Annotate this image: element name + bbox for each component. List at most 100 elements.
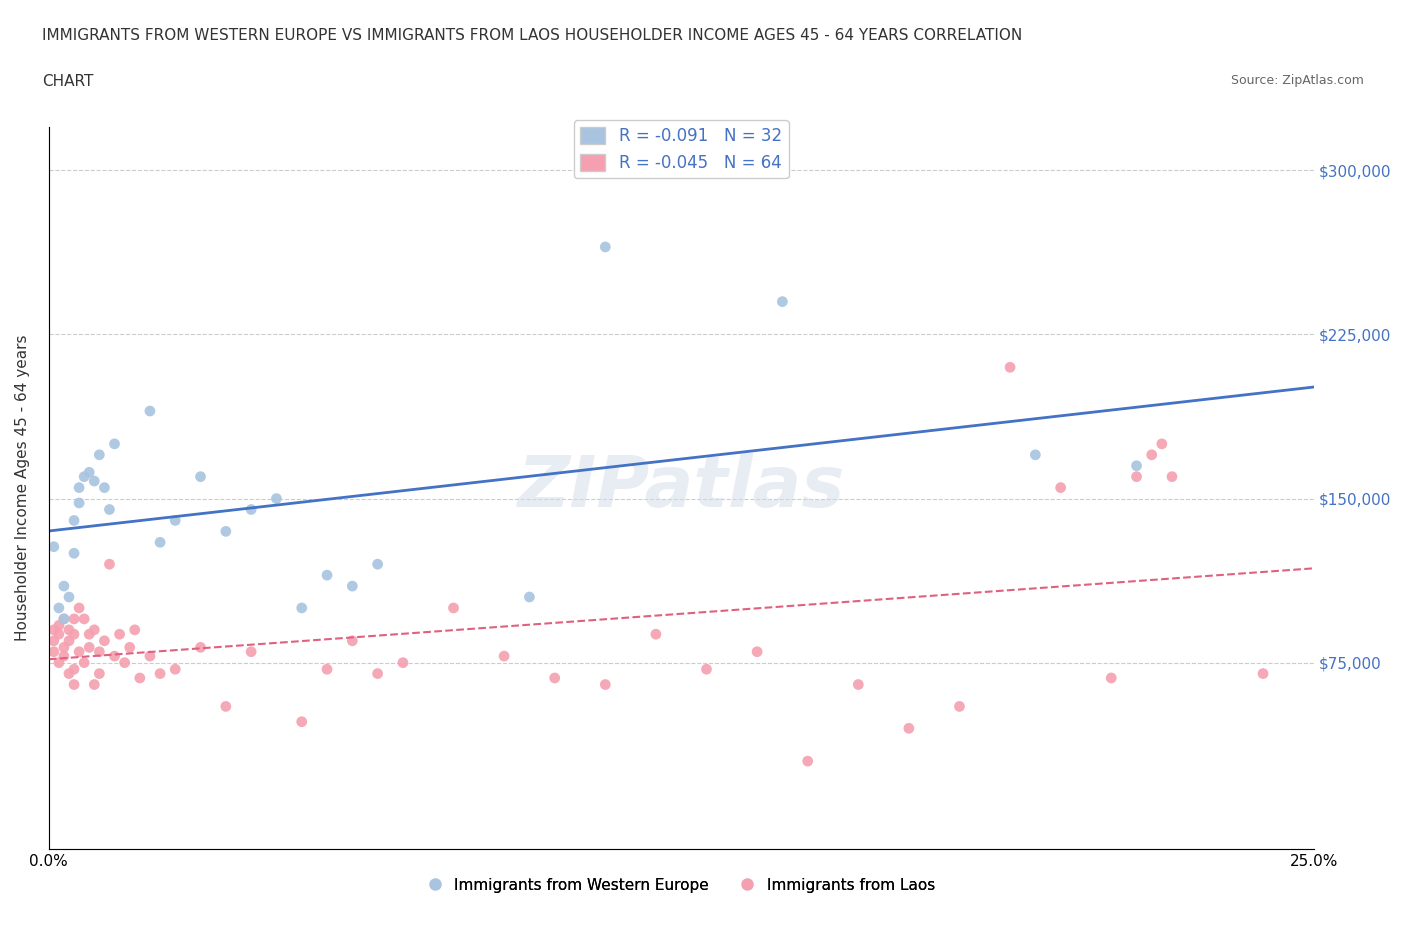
- Point: [644, 627, 666, 642]
- Point: [948, 699, 970, 714]
- Point: [73, 656, 96, 671]
- Point: [215, 699, 238, 714]
- Point: [67, 601, 90, 616]
- Point: [215, 524, 238, 538]
- Point: [316, 662, 339, 677]
- Point: [266, 491, 288, 506]
- Point: [1024, 447, 1046, 462]
- Point: [240, 502, 263, 517]
- Point: [1049, 480, 1071, 495]
- Point: [695, 662, 717, 677]
- Point: [42, 539, 65, 554]
- Point: [93, 633, 115, 648]
- Point: [83, 473, 105, 488]
- Point: [63, 513, 86, 528]
- Point: [58, 622, 80, 637]
- Point: [42, 622, 65, 637]
- Point: [118, 640, 141, 655]
- Point: [190, 470, 212, 485]
- Point: [67, 496, 90, 511]
- Point: [190, 640, 212, 655]
- Point: [128, 671, 150, 685]
- Point: [103, 436, 125, 451]
- Point: [73, 611, 96, 626]
- Point: [1125, 458, 1147, 473]
- Point: [149, 535, 172, 550]
- Point: [342, 633, 364, 648]
- Point: [89, 666, 111, 681]
- Point: [52, 640, 75, 655]
- Point: [392, 656, 415, 671]
- Point: [1140, 447, 1163, 462]
- Point: [124, 622, 146, 637]
- Point: [595, 240, 617, 255]
- Point: [1251, 666, 1274, 681]
- Point: [544, 671, 567, 685]
- Point: [98, 557, 121, 572]
- Point: [367, 666, 389, 681]
- Point: [52, 648, 75, 663]
- Point: [48, 618, 70, 633]
- Point: [48, 656, 70, 671]
- Point: [998, 360, 1021, 375]
- Text: IMMIGRANTS FROM WESTERN EUROPE VS IMMIGRANTS FROM LAOS HOUSEHOLDER INCOME AGES 4: IMMIGRANTS FROM WESTERN EUROPE VS IMMIGR…: [42, 28, 1022, 43]
- Point: [796, 753, 818, 768]
- Point: [149, 666, 172, 681]
- Point: [77, 627, 100, 642]
- Point: [494, 648, 516, 663]
- Point: [63, 546, 86, 561]
- Text: ZIPatlas: ZIPatlas: [517, 453, 845, 522]
- Point: [89, 644, 111, 659]
- Point: [52, 611, 75, 626]
- Y-axis label: Householder Income Ages 45 - 64 years: Householder Income Ages 45 - 64 years: [15, 335, 30, 641]
- Point: [52, 611, 75, 626]
- Point: [63, 677, 86, 692]
- Point: [443, 601, 465, 616]
- Point: [63, 611, 86, 626]
- Point: [316, 567, 339, 582]
- Point: [67, 644, 90, 659]
- Point: [77, 640, 100, 655]
- Point: [165, 662, 187, 677]
- Point: [89, 447, 111, 462]
- Point: [83, 622, 105, 637]
- Point: [897, 721, 920, 736]
- Point: [42, 644, 65, 659]
- Point: [58, 590, 80, 604]
- Point: [342, 578, 364, 593]
- Legend: Immigrants from Western Europe, Immigrants from Laos: Immigrants from Western Europe, Immigran…: [420, 871, 942, 898]
- Point: [93, 480, 115, 495]
- Point: [114, 656, 136, 671]
- Point: [240, 644, 263, 659]
- Text: CHART: CHART: [42, 74, 94, 89]
- Point: [73, 470, 96, 485]
- Point: [63, 662, 86, 677]
- Point: [1161, 470, 1184, 485]
- Point: [595, 677, 617, 692]
- Point: [83, 677, 105, 692]
- Point: [1125, 470, 1147, 485]
- Point: [139, 648, 162, 663]
- Point: [1099, 671, 1122, 685]
- Point: [165, 513, 187, 528]
- Point: [48, 627, 70, 642]
- Point: [291, 714, 314, 729]
- Point: [139, 404, 162, 418]
- Point: [846, 677, 869, 692]
- Text: Source: ZipAtlas.com: Source: ZipAtlas.com: [1230, 74, 1364, 87]
- Point: [103, 648, 125, 663]
- Point: [519, 590, 541, 604]
- Point: [48, 601, 70, 616]
- Point: [745, 644, 768, 659]
- Point: [770, 294, 793, 309]
- Point: [67, 480, 90, 495]
- Point: [98, 502, 121, 517]
- Point: [108, 627, 131, 642]
- Point: [367, 557, 389, 572]
- Point: [63, 627, 86, 642]
- Point: [42, 633, 65, 648]
- Point: [1150, 436, 1173, 451]
- Point: [291, 601, 314, 616]
- Point: [58, 633, 80, 648]
- Point: [77, 465, 100, 480]
